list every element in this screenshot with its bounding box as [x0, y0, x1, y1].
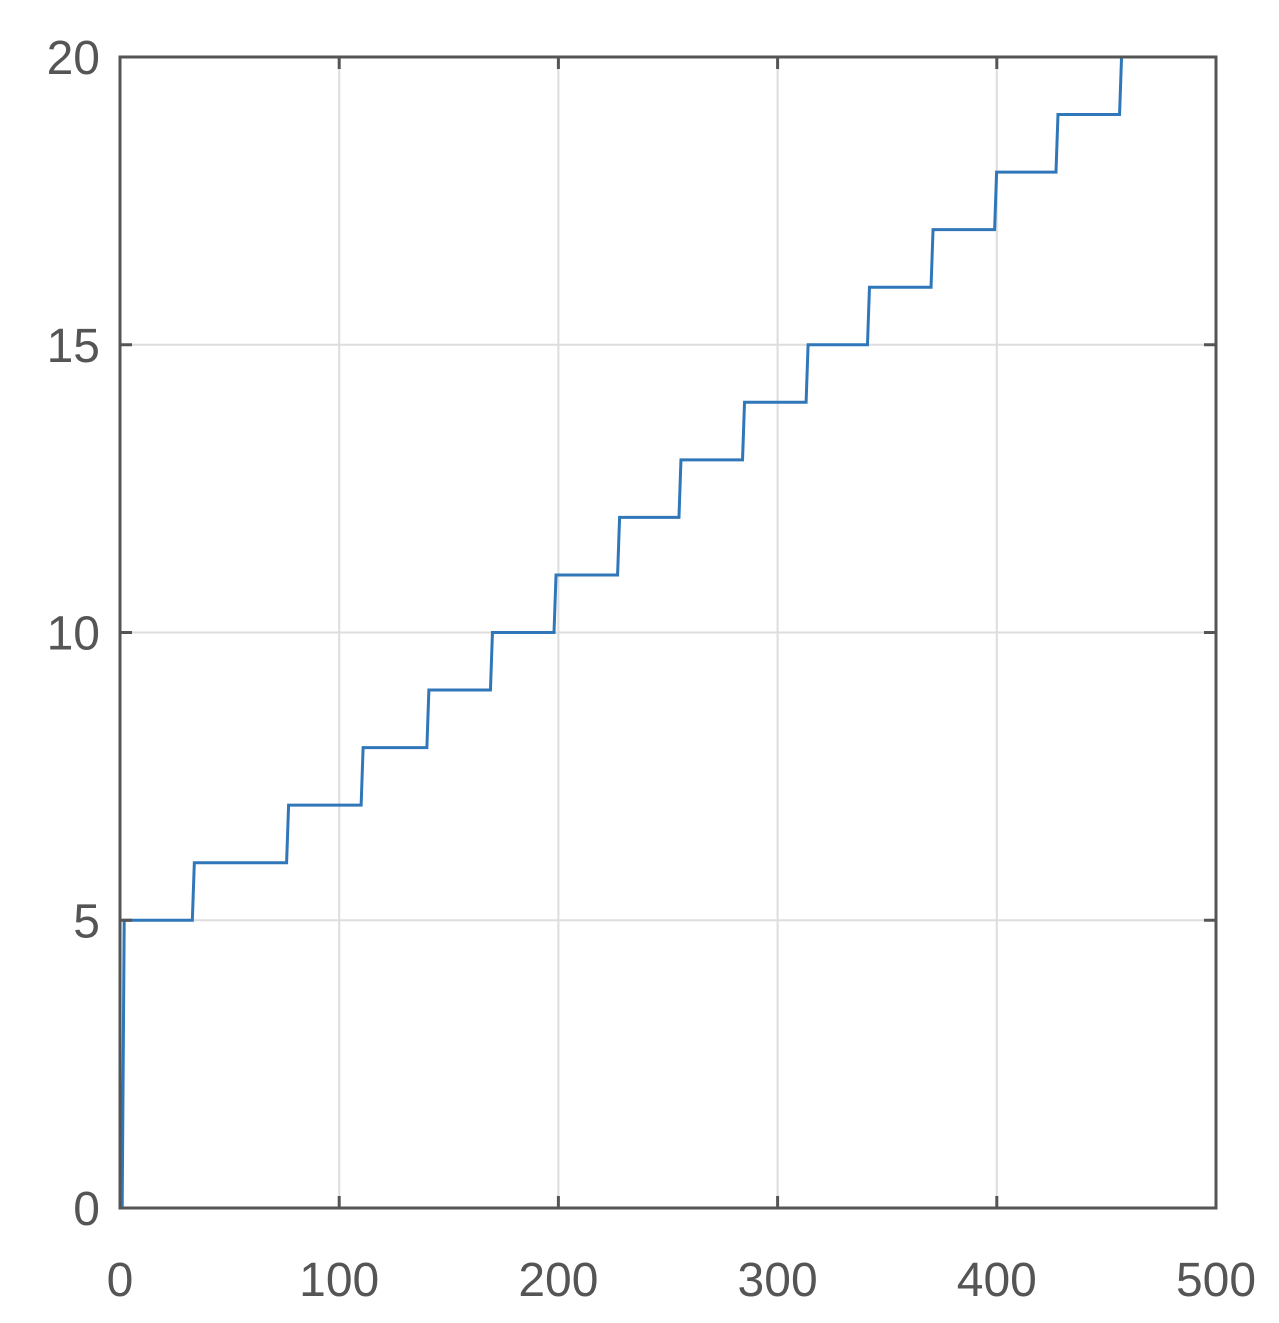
y-tick-label: 5: [73, 895, 100, 948]
x-tick-label: 500: [1176, 1254, 1256, 1307]
x-tick-label: 300: [738, 1254, 818, 1307]
series-line-1: [120, 55, 1181, 1210]
x-tick-label: 0: [107, 1254, 134, 1307]
y-tick-labels: 0 5 10 15 20: [47, 32, 100, 1236]
y-tick-label: 10: [47, 608, 100, 661]
grid-lines: [120, 57, 1216, 1208]
series-layer: [120, 55, 1181, 1210]
y-tick-label: 0: [73, 1183, 100, 1236]
tick-marks: [118, 55, 1218, 1210]
y-tick-label: 15: [47, 320, 100, 373]
x-tick-label: 200: [518, 1254, 598, 1307]
x-tick-label: 400: [957, 1254, 1037, 1307]
y-tick-label: 20: [47, 32, 100, 85]
x-tick-label: 100: [299, 1254, 379, 1307]
x-tick-labels: 0 100 200 300 400 500: [107, 1254, 1256, 1307]
